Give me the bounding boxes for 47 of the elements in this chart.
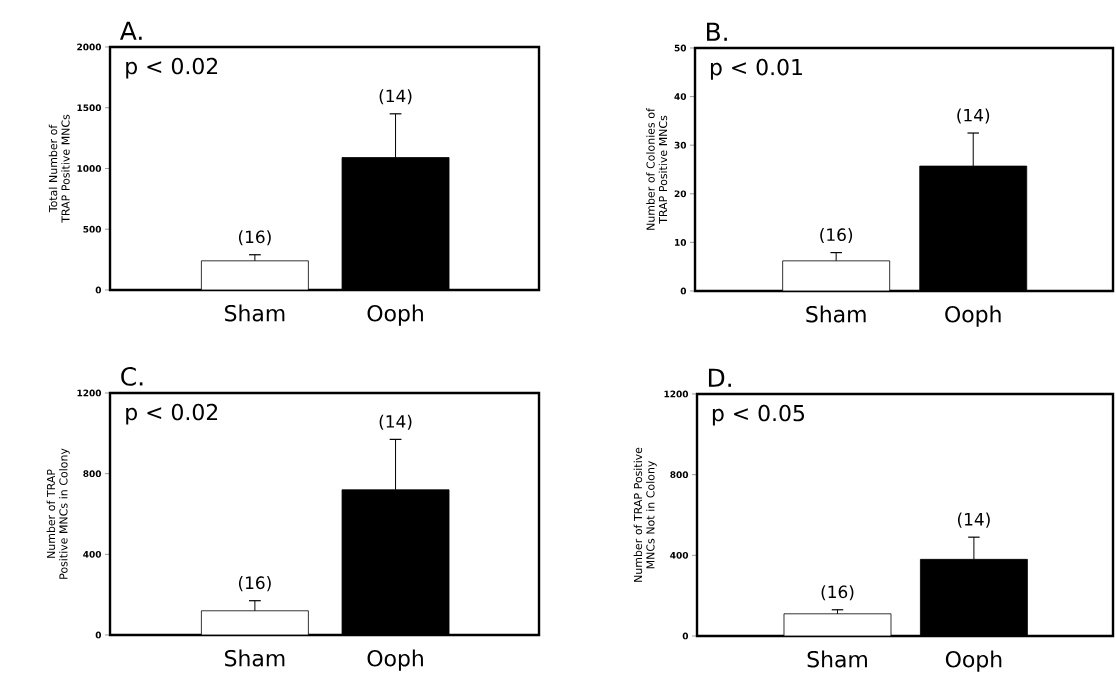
y-tick-label: 40 <box>674 93 687 100</box>
y-tick-label: 0 <box>95 286 102 294</box>
y-axis-title: Number of TRAP Positive MNCs in Colony <box>46 448 70 579</box>
y-tick-label: 400 <box>83 550 102 558</box>
annotation: (16) <box>238 230 271 246</box>
x-tick-label: Ooph <box>945 305 1001 327</box>
x-tick-label: Ooph <box>367 304 423 326</box>
y-tick-label: 1500 <box>77 104 102 112</box>
x-tick-label: Sham <box>807 650 867 668</box>
y-tick-label: 400 <box>670 551 689 559</box>
chart-title: B. <box>707 22 727 41</box>
annotation: p < 0.05 <box>712 404 805 426</box>
y-tick-label: 800 <box>83 470 102 478</box>
y-tick-label: 1000 <box>77 165 102 172</box>
y-tick-label: 0 <box>682 632 689 640</box>
annotation: (14) <box>957 108 990 124</box>
y-axis-title: Number of Colonies of TRAP Positive MNCs <box>646 107 668 230</box>
chart-title: C. <box>121 366 143 386</box>
y-tick-label: 0 <box>680 287 687 295</box>
annotation: (14) <box>957 512 990 528</box>
y-tick-label: 20 <box>674 190 687 198</box>
y-tick-label: 2000 <box>77 43 102 51</box>
y-tick-label: 800 <box>670 471 689 479</box>
annotation: (16) <box>238 576 271 592</box>
annotation: p < 0.01 <box>710 58 802 80</box>
y-tick-label: 10 <box>675 238 687 246</box>
y-tick-label: 500 <box>83 225 102 233</box>
annotation: p < 0.02 <box>126 403 218 425</box>
y-tick-label: 0 <box>95 631 102 639</box>
y-axis-title: Number of TRAP Positive MNCs Not in Colony <box>633 447 657 582</box>
y-tick-label: 30 <box>674 141 687 149</box>
y-tick-label: 1200 <box>77 389 102 397</box>
y-axis-title: Total Number of TRAP Positive MNCs <box>48 114 70 223</box>
annotation: (16) <box>821 585 854 601</box>
annotation: p < 0.02 <box>126 57 218 79</box>
annotation: (14) <box>379 414 412 430</box>
x-tick-label: Sham <box>225 649 285 667</box>
x-tick-label: Sham <box>806 305 866 323</box>
x-tick-label: Ooph <box>367 649 423 671</box>
x-tick-label: Sham <box>225 304 285 322</box>
annotation: (16) <box>820 227 853 244</box>
annotation: (14) <box>379 89 412 105</box>
y-tick-label: 1200 <box>664 390 689 398</box>
y-tick-label: 50 <box>674 44 687 52</box>
chart-title: A. <box>119 21 142 40</box>
x-tick-label: Ooph <box>945 650 1002 672</box>
chart-title: D. <box>708 368 731 387</box>
